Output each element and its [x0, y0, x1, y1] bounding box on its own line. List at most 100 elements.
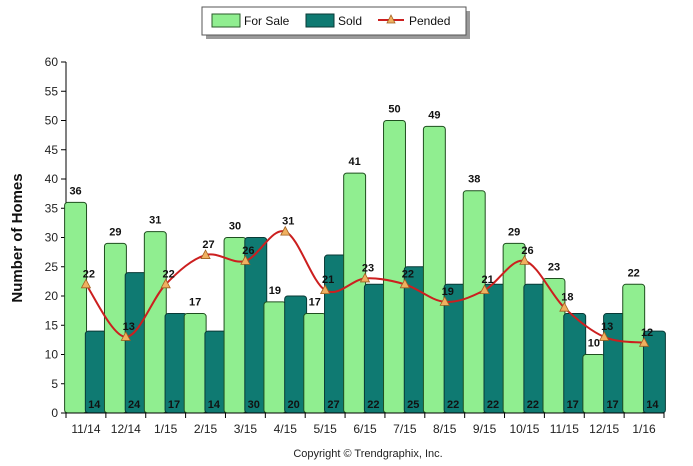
pended-marker [319, 284, 331, 295]
pended-value-label: 12 [641, 327, 653, 339]
pended-marker [80, 278, 92, 289]
pended-marker [599, 331, 610, 341]
x-tick-label: 2/15 [194, 422, 218, 436]
sold-value-label: 14 [646, 399, 659, 411]
y-tick-label: 15 [45, 318, 59, 332]
for-sale-bar [64, 201, 88, 414]
pended-value-label: 19 [442, 286, 454, 298]
for-sale-bar [462, 190, 486, 414]
pended-marker [479, 284, 490, 295]
y-tick-label: 40 [45, 172, 59, 186]
pended-marker [559, 301, 570, 312]
pended-value-label: 31 [282, 216, 294, 228]
y-tick-label: 0 [51, 406, 58, 420]
pended-value-label: 22 [402, 268, 414, 280]
x-tick-label: 6/15 [353, 422, 377, 436]
legend-sold-label: Sold [338, 14, 362, 28]
pended-value-label: 26 [521, 245, 533, 257]
pended-value-label: 13 [601, 321, 613, 333]
legend-for-sale-label: For Sale [244, 14, 290, 28]
for-sale-value-label: 29 [508, 226, 520, 238]
y-tick-label: 5 [51, 377, 58, 391]
pended-marker [359, 272, 371, 283]
sold-value-label: 14 [208, 399, 221, 411]
legend-for-sale-swatch [211, 13, 241, 28]
x-tick-label: 9/15 [473, 422, 497, 436]
for-sale-bar [263, 301, 287, 414]
for-sale-bar [622, 283, 646, 414]
y-axis-ticks: 0 5 10 15 20 25 30 35 40 45 50 55 60 [45, 55, 66, 420]
legend-pended-label: Pended [409, 14, 450, 28]
pended-marker [160, 278, 171, 289]
y-tick-label: 45 [45, 143, 59, 157]
x-tick-label: 7/15 [393, 422, 417, 436]
for-sale-value-label: 19 [269, 285, 281, 297]
sold-value-label: 17 [168, 399, 180, 411]
for-sale-value-label: 30 [229, 221, 241, 233]
x-tick-label: 1/16 [632, 422, 656, 436]
sold-value-label: 27 [327, 399, 339, 411]
sold-value-label: 17 [567, 399, 579, 411]
y-tick-label: 50 [45, 114, 59, 128]
pended-value-label: 22 [163, 268, 175, 280]
sold-value-label: 20 [288, 399, 300, 411]
for-sale-value-label: 31 [149, 215, 161, 227]
for-sale-value-label: 17 [189, 297, 201, 309]
x-tick-label: 8/15 [433, 422, 457, 436]
sold-value-label: 22 [447, 399, 459, 411]
for-sale-bar [383, 120, 406, 414]
for-sale-value-label: 10 [588, 338, 600, 350]
sold-value-label: 24 [128, 399, 141, 411]
pended-value-label: 18 [561, 292, 573, 304]
pended-value-label: 23 [362, 262, 374, 274]
legend: For Sale Sold Pended [201, 6, 470, 39]
x-tick-label: 3/15 [234, 422, 258, 436]
x-tick-label: 4/15 [274, 422, 298, 436]
x-axis-ticks: 11/14 12/14 1/15 2/15 3/15 4/15 5/15 6/15 7/15 8/… [65, 413, 665, 436]
for-sale-value-label: 41 [349, 156, 361, 168]
sold-value-label: 30 [248, 399, 260, 411]
x-tick-label: 12/14 [111, 422, 141, 436]
y-tick-label: 25 [45, 260, 59, 274]
pended-marker [120, 331, 131, 341]
pended-marker [399, 278, 411, 289]
x-tick-label: 11/14 [71, 422, 100, 436]
sold-value-label: 17 [606, 399, 618, 411]
for-sale-value-label: 17 [309, 297, 321, 309]
pended-value-label: 13 [123, 321, 135, 333]
for-sale-bar [143, 231, 167, 414]
for-sale-value-label: 29 [109, 226, 121, 238]
pended-value-label: 22 [83, 268, 95, 280]
y-tick-label: 10 [45, 348, 59, 362]
sold-value-label: 22 [487, 399, 499, 411]
data-labels: 36 14 29 24 31 17 17 14 30 30 19 20 17 27 41 22 50 25 49 22… [69, 104, 659, 412]
pended-marker [280, 225, 291, 236]
legend-sold-swatch [305, 13, 335, 28]
legend-pended-marker [386, 14, 396, 24]
pended-value-label: 27 [202, 239, 214, 251]
pended-marker [439, 295, 450, 306]
y-tick-label: 60 [45, 55, 59, 69]
for-sale-value-label: 50 [388, 104, 400, 116]
for-sale-value-label: 36 [69, 185, 81, 197]
x-tick-label: 1/15 [154, 422, 178, 436]
for-sale-value-label: 22 [628, 267, 640, 279]
sold-value-label: 25 [407, 399, 419, 411]
pended-series [80, 225, 650, 347]
for-sale-bar [183, 313, 207, 414]
pended-marker [519, 255, 530, 265]
pended-value-label: 21 [481, 274, 493, 286]
for-sale-bar [303, 313, 327, 414]
for-sale-value-label: 23 [548, 261, 560, 273]
y-tick-label: 20 [45, 289, 59, 303]
x-tick-label: 11/15 [550, 422, 579, 436]
pended-value-label: 21 [322, 274, 334, 286]
pended-marker [240, 255, 251, 265]
sold-value-label: 22 [527, 399, 539, 411]
y-tick-label: 35 [45, 201, 59, 215]
pended-marker [200, 249, 211, 259]
pended-value-label: 26 [242, 245, 254, 257]
for-sale-bar [422, 125, 446, 414]
pended-marker [638, 336, 650, 347]
